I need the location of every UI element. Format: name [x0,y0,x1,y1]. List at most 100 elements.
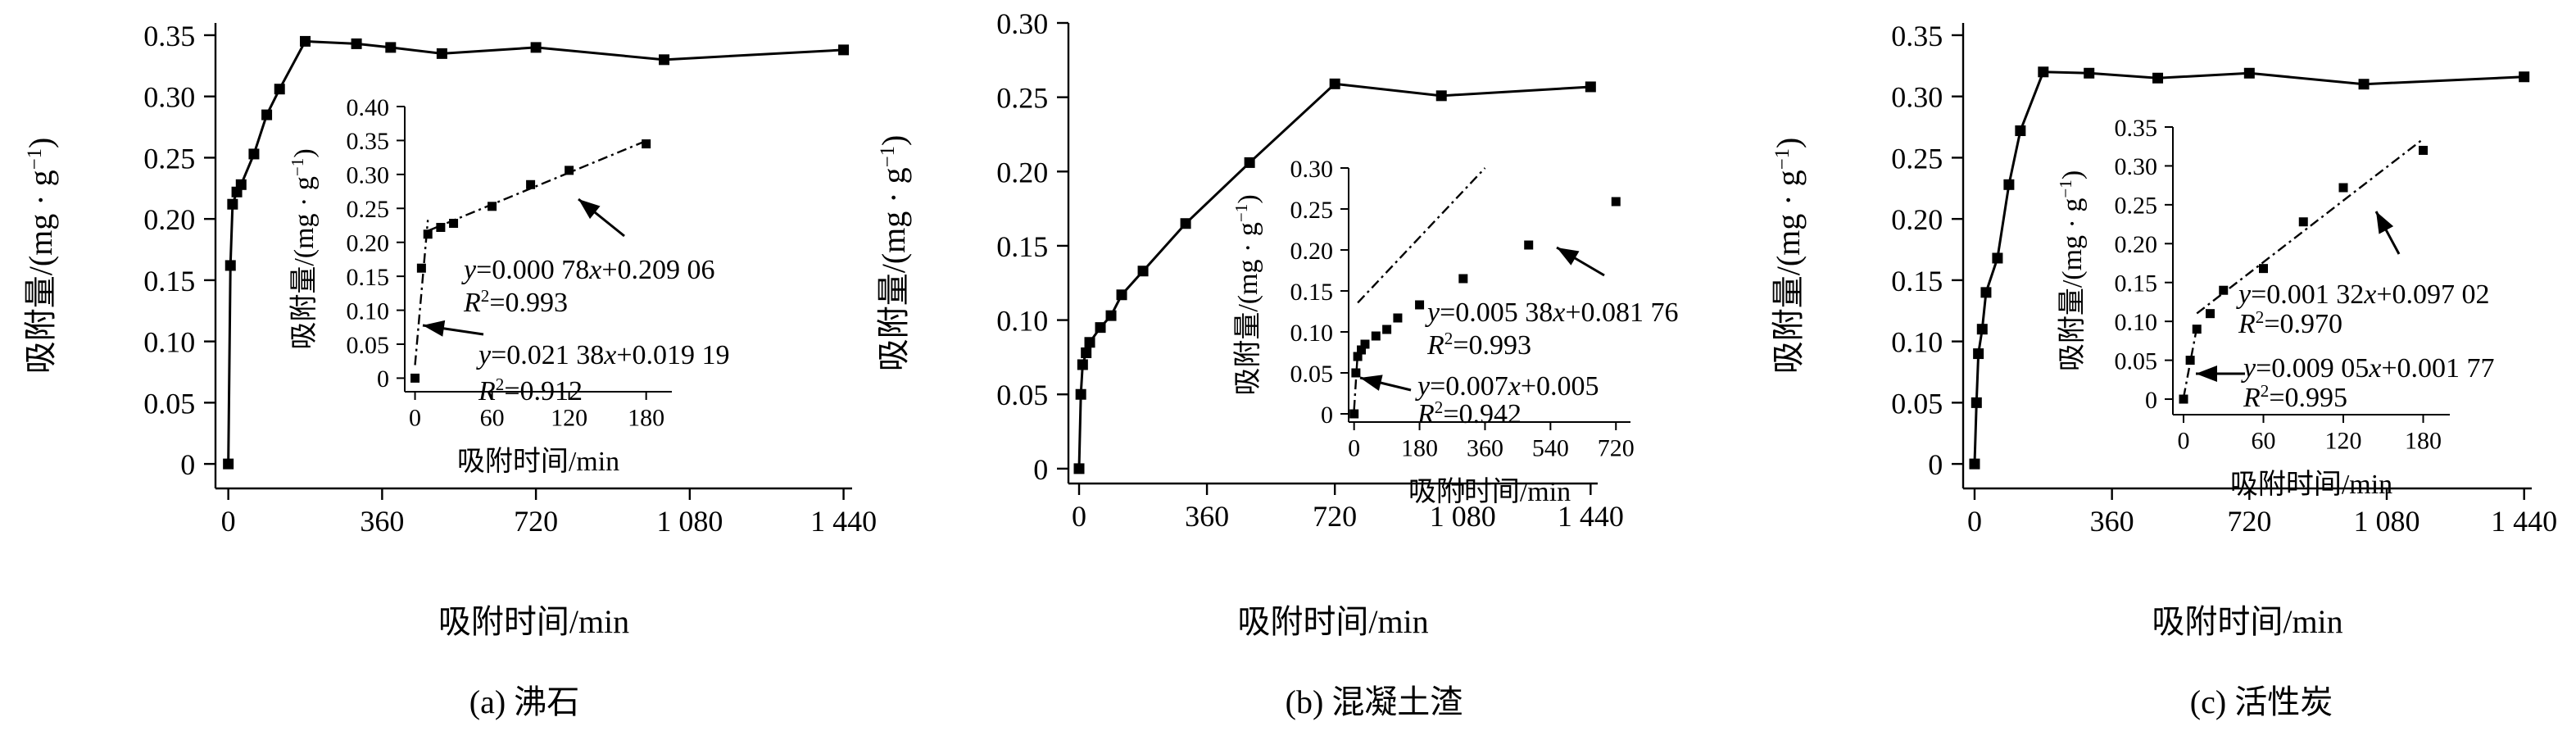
main-y-tick-label: 0.35 [1891,20,1943,52]
fit-equation: y=0.001 32x+0.097 02 [2236,279,2490,310]
main-y-tick-label: 0.10 [996,305,1048,338]
main-x-tick-label: 360 [360,505,404,538]
inset-y-tick-label: 0.05 [347,332,390,359]
main-x-tick-label: 720 [514,505,558,538]
main-data-point [1973,348,1984,360]
inset-y-tick-label: 0.15 [2115,270,2158,297]
main-data-point [1084,337,1095,348]
main-data-point [1077,359,1088,370]
inset-y-tick-label: 0.35 [347,128,390,155]
text-run: +0.097 02 [2376,279,2489,310]
main-data-point [2358,79,2370,90]
italic-variable: x [603,340,616,370]
main-y-axis-label: 吸附量/(mg · g−1) [1770,138,1807,375]
main-data-point [2084,67,2095,79]
text-run: =0.007 [1430,371,1508,402]
fit-equation: y=0.005 38x+0.081 76 [1425,297,1679,328]
inset-y-tick-label: 0.20 [2115,231,2158,258]
main-x-tick-label: 720 [2227,505,2271,538]
inset-data-point [488,202,497,211]
inset-data-point [1458,274,1468,284]
fit-r-squared: R2=0.942 [1417,397,1522,429]
annotation-arrow-head [2196,366,2217,382]
inset-y-tick-label: 0.25 [2115,193,2158,220]
main-data-point [1435,90,1447,102]
panel-caption: (b) 混凝土渣 [1286,683,1463,720]
main-y-tick-label: 0.25 [143,142,195,175]
inset-x-axis-label: 吸附时间/min [1408,477,1571,507]
text-run: ) [22,138,59,148]
main-x-axis-label: 吸附时间/min [438,603,629,640]
inset-data-point [526,179,536,189]
main-data-point [2003,179,2015,190]
inset-plot: 0 60 120 18000.050.100.150.200.250.300.35y=… [2056,115,2495,500]
inset-y-tick-label: 0 [1321,402,1333,429]
inset-y-tick-label: 0.25 [347,196,390,223]
main-data-point [2015,125,2026,137]
main-x-tick-label: 720 [1313,500,1357,533]
text-run: =0.021 38 [491,340,604,370]
main-data-point [1116,289,1127,301]
superscript: −1 [877,146,899,167]
inset-y-tick-label: 0.30 [2115,153,2158,180]
text-run: =0.993 [1453,330,1531,361]
superscript: 2 [2256,307,2265,327]
inset-x-axis-label: 吸附时间/min [2230,470,2392,500]
main-x-tick-label: 1 440 [2491,505,2557,538]
main-data-point [1095,322,1106,334]
fit-equation: y=0.000 78x+0.209 06 [461,255,715,285]
main-data-point [1073,463,1085,474]
main-y-tick-label: 0.10 [1891,326,1943,359]
main-data-point [1105,310,1117,321]
italic-variable: y [461,255,477,285]
annotation-arrow-head [423,320,446,337]
fit-equation: y=0.007x+0.005 [1415,371,1599,402]
inset-data-point [1351,368,1361,378]
inset-data-point [1353,352,1363,361]
italic-variable: y [2241,353,2256,384]
inset-data-point [2219,285,2229,295]
annotation-arrow-head [1557,247,1580,266]
main-data-point [2038,66,2049,78]
main-data-point [224,260,236,271]
main-data-point [838,44,850,56]
main-x-tick-label: 1 080 [656,505,723,538]
main-data-point [1180,218,1191,229]
text-run: +0.081 76 [1565,297,1678,328]
main-data-point [1244,157,1255,168]
main-data-point [1980,287,1992,298]
inset-y-tick-label: 0.15 [1290,279,1334,306]
inset-x-tick-label: 180 [628,405,664,432]
inset-x-tick-label: 60 [480,405,505,432]
italic-variable: x [1508,371,1521,402]
main-y-tick-label: 0.25 [996,82,1048,115]
inset-y-tick-label: 0.05 [1290,361,1334,388]
italic-variable: y [1425,297,1440,328]
inset-data-point [1524,240,1534,250]
main-y-tick-label: 0.05 [996,379,1048,411]
main-y-tick-label: 0 [1928,448,1943,481]
inset-y-tick-label: 0.15 [347,264,390,291]
main-x-axis-label: 吸附时间/min [2152,603,2342,640]
text-run: =0.995 [2269,383,2347,413]
inset-data-point [1357,345,1367,355]
main-data-point [530,42,542,53]
inset-data-point [2338,183,2348,193]
inset-data-point [449,219,459,229]
main-y-axis-label: 吸附量/(mg · g−1) [22,138,59,375]
main-x-tick-label: 1 440 [1558,500,1624,533]
text-run: +0.209 06 [601,255,714,285]
main-data-point [659,54,670,66]
main-data-point [1976,324,1988,335]
main-data-point [436,48,447,59]
text-run: =0.912 [504,376,583,406]
main-y-tick-label: 0.30 [1891,81,1943,114]
text-run: +0.001 77 [2381,353,2494,384]
main-data-point [1992,252,2003,264]
panel-c: 0 360 720 1 080 1 440 0 0.05 0.10 0.15 0.20 0.25 0.… [1770,20,2557,720]
inset-x-tick-label: 180 [1401,435,1438,462]
text-run: =0.970 [2264,309,2342,339]
inset-fit-line [1353,352,1359,411]
main-y-tick-label: 0.15 [996,230,1048,263]
